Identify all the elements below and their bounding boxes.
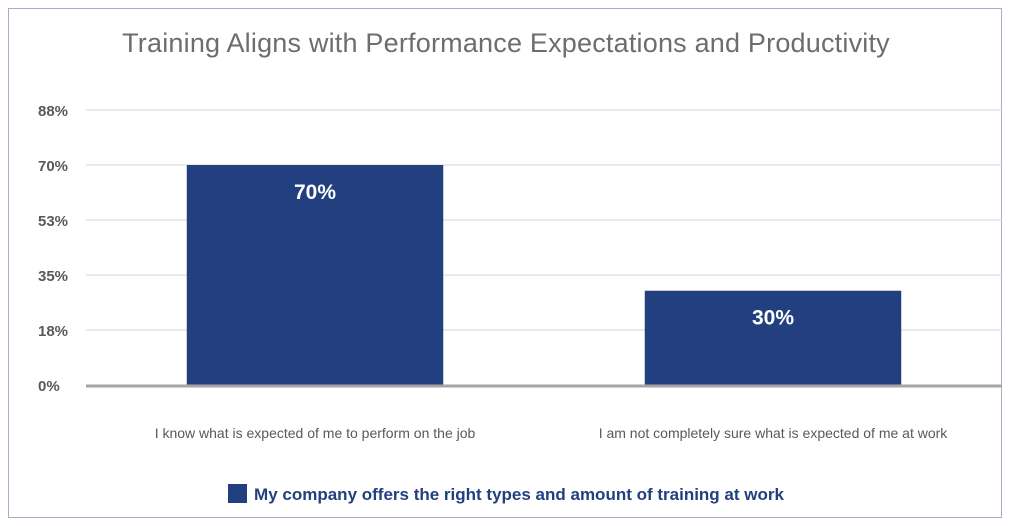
legend: My company offers the right types and am…: [0, 484, 1012, 505]
data-label: 30%: [752, 307, 794, 330]
bar: [186, 165, 444, 385]
legend-swatch: [228, 484, 248, 503]
y-tick-label: 53%: [38, 213, 68, 230]
y-tick-label: 88%: [38, 103, 68, 120]
data-label: 70%: [294, 181, 336, 204]
x-tick-label: I am not completely sure what is expecte…: [599, 425, 949, 441]
chart-frame: [8, 8, 1002, 518]
y-tick-label: 18%: [38, 323, 68, 340]
legend-label: My company offers the right types and am…: [254, 485, 784, 504]
bar: [644, 290, 902, 385]
y-tick-label: 0%: [38, 378, 60, 395]
y-tick-label: 35%: [38, 268, 68, 285]
chart-title: Training Aligns with Performance Expecta…: [122, 28, 890, 58]
y-tick-label: 70%: [38, 158, 68, 175]
x-tick-label: I know what is expected of me to perform…: [155, 425, 476, 441]
